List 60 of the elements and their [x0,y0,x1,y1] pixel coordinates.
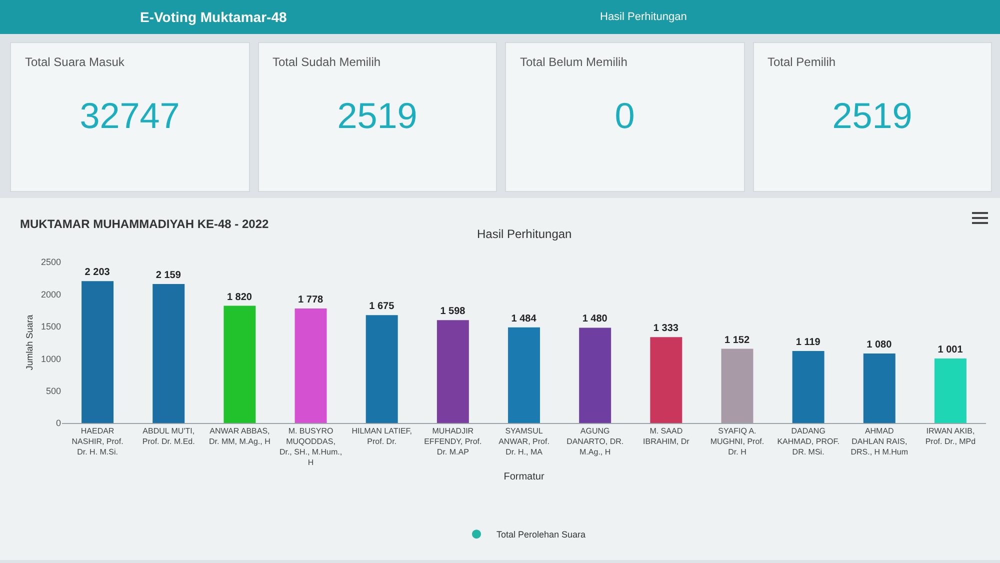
bar [721,348,754,423]
bar [82,281,114,423]
data-label: 1 080 [866,339,892,350]
data-label: 2 203 [84,267,110,278]
data-label: 2519 [336,95,418,137]
bar [152,284,185,423]
x-tick-label: HAEDAR NASHIR, Prof. Dr. H. M.Si. [72,426,124,456]
data-label: 32747 [78,95,181,137]
bar [436,320,469,423]
x-tick-label: ABDUL MU'TI, Prof. Dr. M.Ed. [142,426,195,446]
y-tick-label: 500 [46,386,61,396]
x-tick-label: SYAFIQ A. MUGHNI, Prof. Dr. H [710,426,764,456]
data-label: 1 820 [226,292,252,303]
chart-title: MUKTAMAR MUHAMMADIYAH KE-48 - 2022 [20,217,270,232]
data-label: 1 675 [369,301,395,312]
bar [579,328,612,423]
y-tick-label: 0 [56,418,61,428]
x-tick-label: DADANG KAHMAD, PROF. DR. MSi. [777,426,840,456]
data-label: 0 [614,95,636,137]
x-tick-label: ANWAR ABBAS, Dr. MM, M.Ag., H [209,426,271,446]
data-label: 1 480 [582,314,608,325]
bar [366,315,398,423]
text: Total Perolehan Suara [496,530,586,540]
bar [294,308,327,423]
data-label: 1 598 [440,306,466,318]
category-label: Total Sudah Memilih [272,55,381,69]
bar [863,353,896,423]
x-tick-label: M. BUSYRO MUQODDAS, Dr., SH., M.Hum., H [279,426,342,467]
data-label: 1 119 [796,336,821,348]
bar [792,350,824,423]
data-label: 1 001 [938,344,964,356]
text: Hasil Perhitungan [600,11,687,23]
data-label: 1 778 [298,294,324,306]
y-tick-label: 2000 [40,289,61,300]
bar [650,337,682,423]
y-tick-label: 1000 [40,354,61,364]
data-label: 1 484 [511,313,537,324]
x-tick-label: AGUNG DANARTO, DR. M.Ag., H [566,426,624,456]
x-tick-label: SYAMSUL ANWAR, Prof. Dr. H., MA [498,426,550,456]
bar [224,306,256,423]
bar [508,327,540,423]
chart-subtitle: Hasil Perhitungan [477,227,572,241]
x-tick-label: HILMAN LATIEF, Prof. Dr. [352,426,412,446]
x-axis-title: Formatur [504,471,545,482]
data-label: 1 333 [653,323,679,334]
category-label: Total Belum Memilih [520,55,628,69]
x-tick-label: M. SAAD IBRAHIM, Dr [643,426,690,446]
category-label: Total Suara Masuk [25,55,124,69]
bar [934,358,966,423]
data-label: 2 159 [156,270,182,281]
category-label: Total Pemilih [768,55,836,69]
x-tick-label: AHMAD DAHLAN RAIS, DRS., H M.Hum [850,426,908,456]
data-label: 2519 [831,95,914,137]
text: E-Voting Muktamar-48 [140,9,287,25]
x-tick-label: MUHADJIR EFFENDY, Prof. Dr. M.AP [424,426,482,456]
y-tick-label: 1500 [40,322,61,332]
y-tick-label: 2500 [40,257,61,268]
y-axis-title: Jumlah Suara [24,314,34,370]
data-label: 1 152 [724,334,750,346]
x-tick-label: IRWAN AKIB, Prof. Dr., MPd [925,426,976,446]
